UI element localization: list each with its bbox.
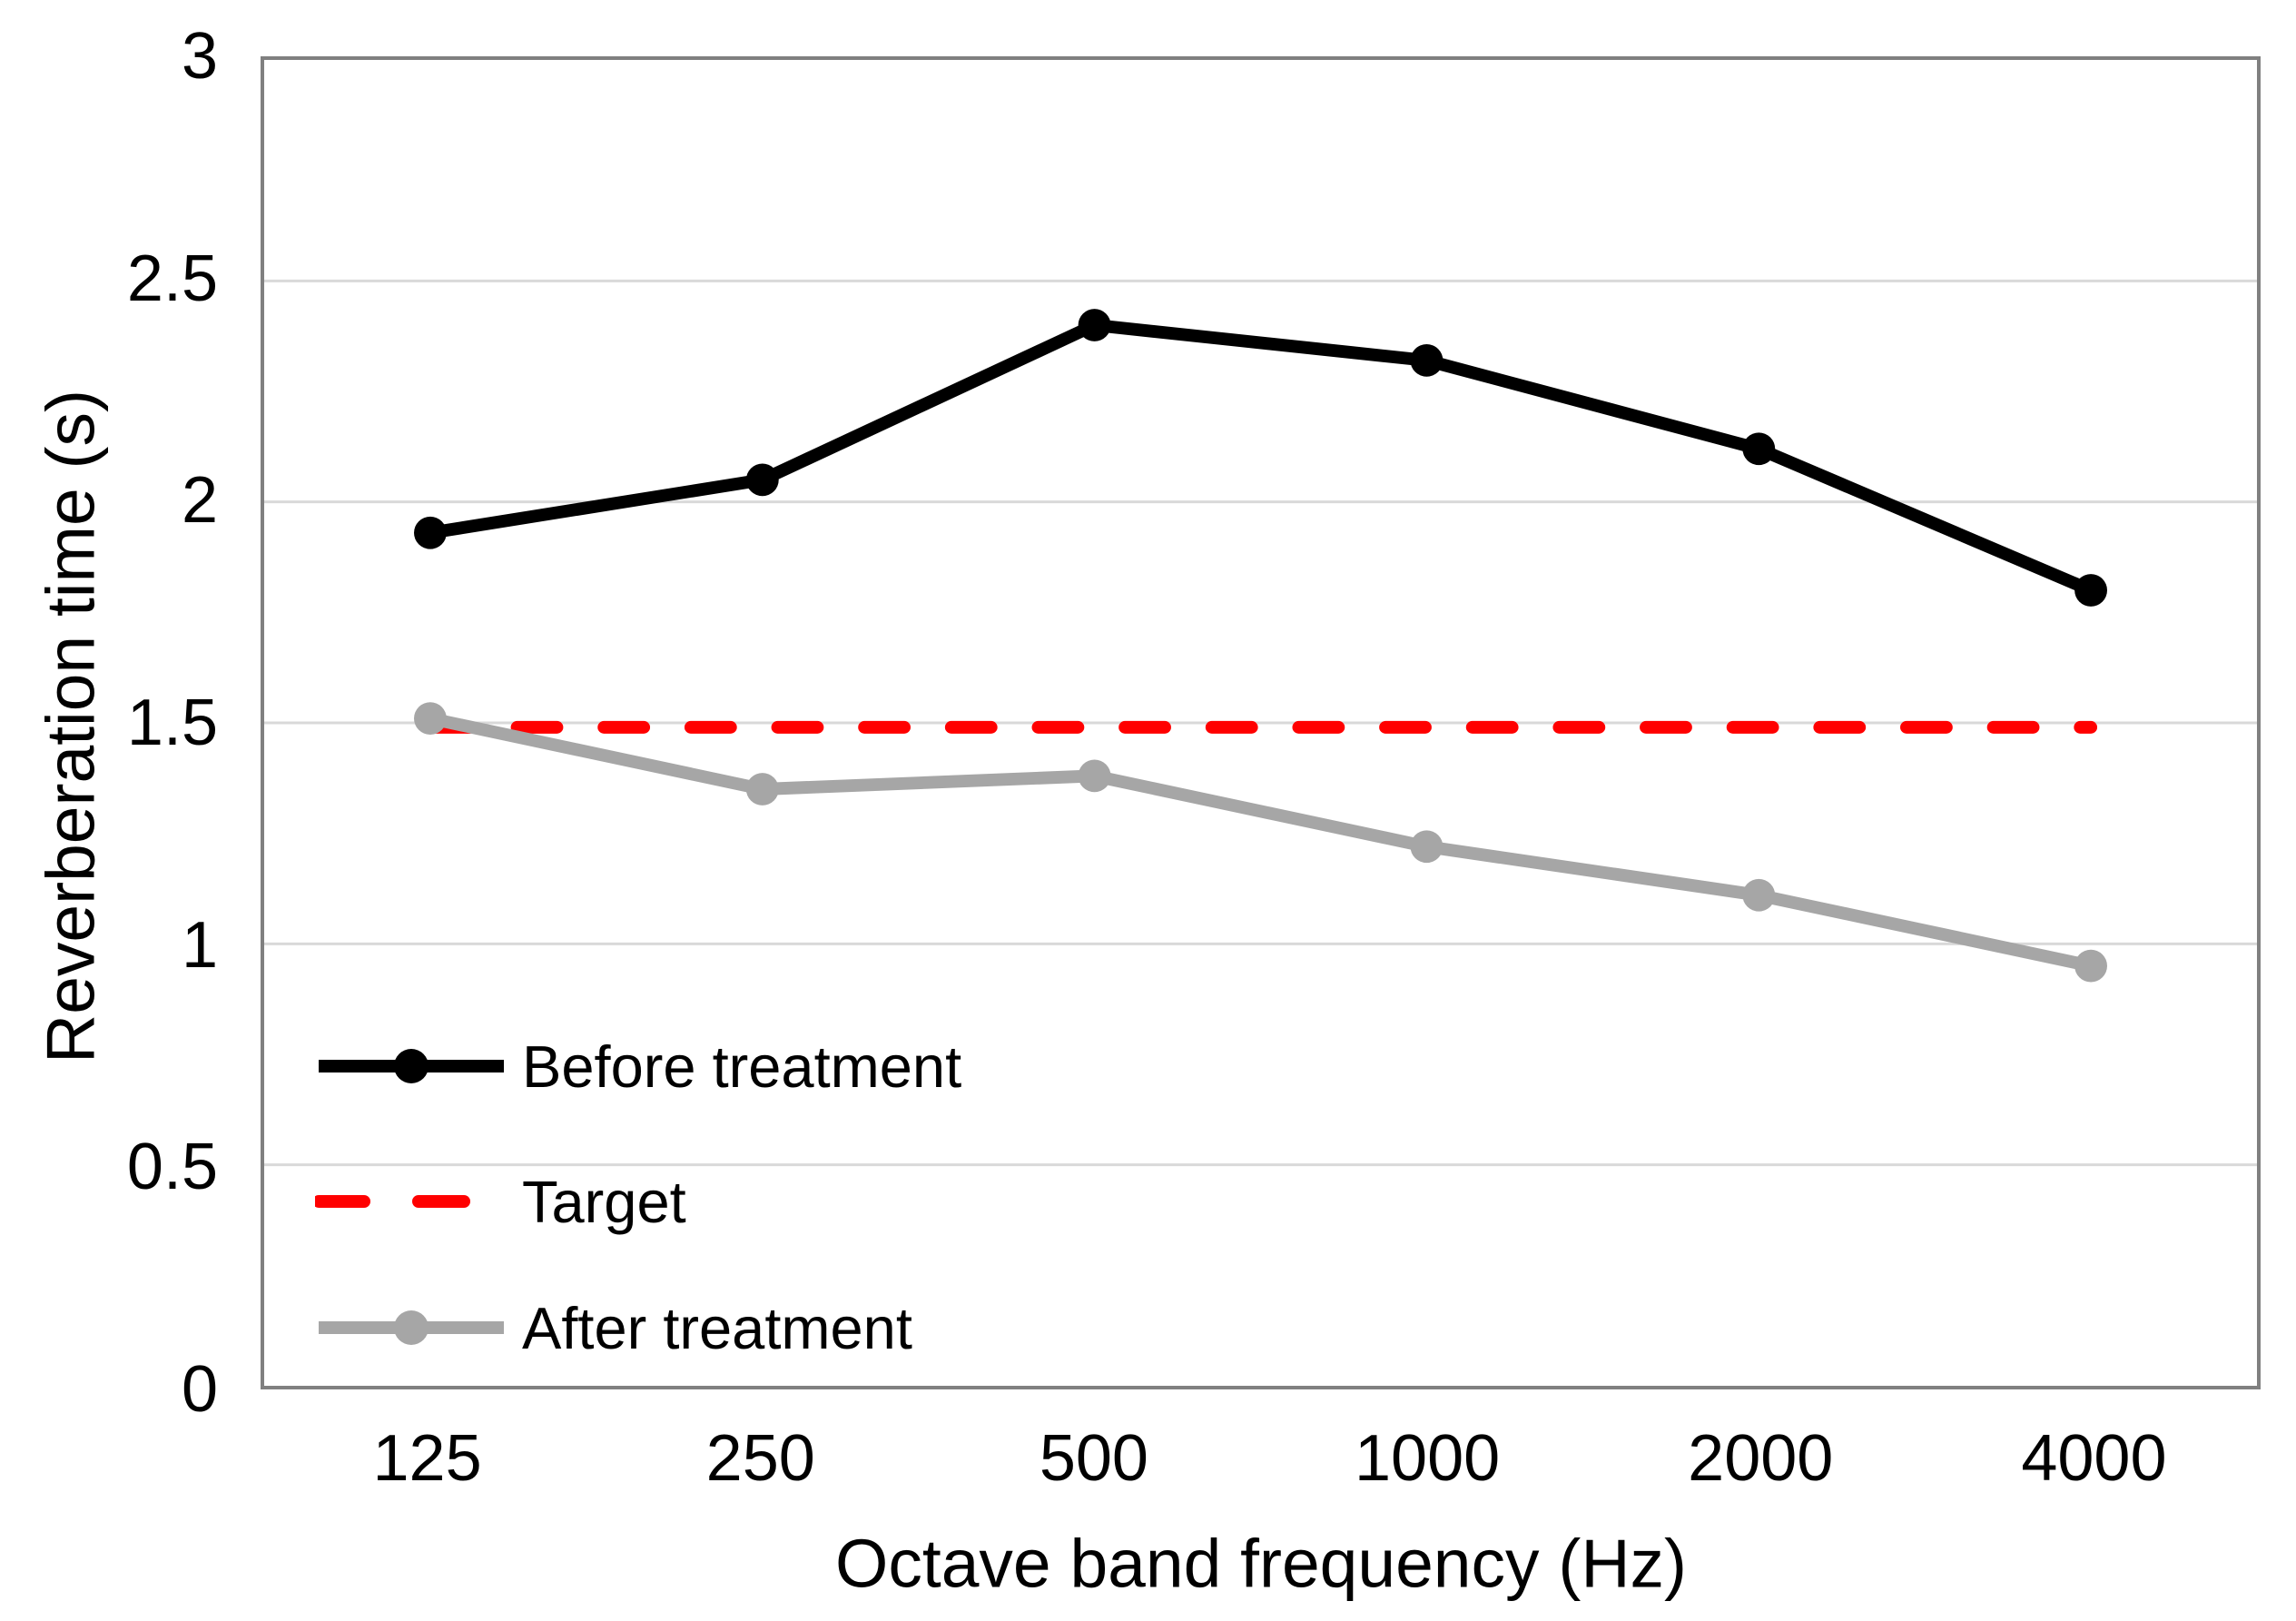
legend-label-before-treatment: Before treatment xyxy=(522,1033,962,1100)
y-tick-label-1.5: 1.5 xyxy=(126,687,218,759)
x-tick-label-500: 500 xyxy=(1039,1422,1148,1495)
plot-area xyxy=(261,56,2261,1389)
y-tick-label-0.5: 0.5 xyxy=(126,1131,218,1204)
data-point-marker xyxy=(745,463,779,497)
data-point-marker xyxy=(1742,432,1776,466)
data-point-marker xyxy=(745,773,779,806)
legend-item-after-treatment: After treatment xyxy=(315,1291,912,1364)
series-line-0 xyxy=(429,319,2094,597)
legend-label-target: Target xyxy=(522,1168,686,1235)
data-point-marker xyxy=(1410,343,1444,377)
x-tick-label-250: 250 xyxy=(705,1422,815,1495)
x-tick-label-2000: 2000 xyxy=(1688,1422,1834,1495)
data-point-marker xyxy=(413,516,447,549)
data-point-marker xyxy=(1078,759,1111,793)
y-tick-label-2.5: 2.5 xyxy=(126,242,218,315)
y-tick-label-1: 1 xyxy=(181,908,218,982)
data-point-marker xyxy=(2074,949,2108,983)
y-tick-label-2: 2 xyxy=(181,464,218,538)
data-point-marker xyxy=(413,702,447,736)
x-tick-label-125: 125 xyxy=(372,1422,482,1495)
data-point-marker xyxy=(1078,309,1111,341)
x-axis-title: Octave band frequency (Hz) xyxy=(835,1525,1687,1602)
data-point-marker xyxy=(1742,878,1776,912)
before-treatment-line-icon xyxy=(319,1049,504,1083)
after-treatment-line-icon xyxy=(319,1310,504,1345)
legend-label-after-treatment: After treatment xyxy=(522,1294,912,1361)
y-tick-label-3: 3 xyxy=(181,20,218,93)
plot-canvas xyxy=(264,279,2257,1167)
target-dashed-line-icon xyxy=(315,1195,507,1208)
x-tick-label-4000: 4000 xyxy=(2021,1422,2167,1495)
x-tick-label-1000: 1000 xyxy=(1354,1422,1501,1495)
legend-item-target: Target xyxy=(315,1165,686,1238)
y-tick-label-0: 0 xyxy=(181,1353,218,1426)
series-line-2 xyxy=(429,712,2093,973)
data-point-marker xyxy=(1410,830,1444,864)
data-point-marker xyxy=(2074,574,2108,607)
legend-item-before-treatment: Before treatment xyxy=(315,1030,961,1102)
